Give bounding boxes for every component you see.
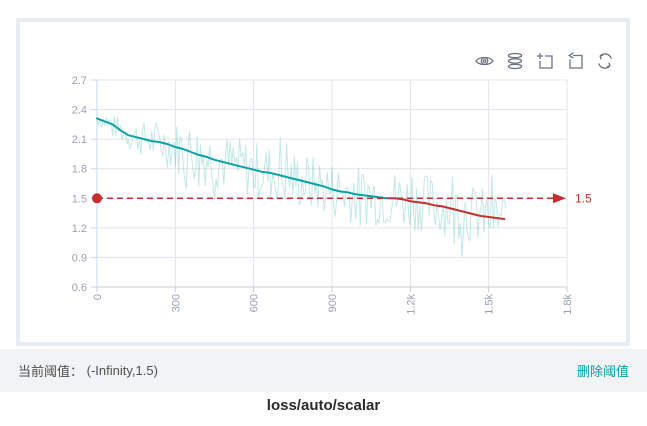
svg-text:1.5: 1.5 [72, 193, 87, 205]
grid [97, 79, 568, 287]
threshold-value: (-Infinity,1.5) [86, 363, 158, 378]
svg-text:1.8: 1.8 [72, 164, 87, 176]
axis-labels: 0.6 0.9 1.2 1.5 1.8 2.1 2.4 2.7 0 300 600 900 1.2k 1.… [72, 75, 574, 315]
svg-text:0.9: 0.9 [72, 252, 87, 264]
delete-threshold-link[interactable]: 删除阈值 [576, 364, 629, 379]
current-threshold-text: 当前阈值： (-Infinity,1.5) [18, 361, 158, 380]
smoothed-series-below-threshold [393, 197, 506, 220]
threshold-caption: 当前阈值： [18, 364, 84, 379]
svg-text:1.5k: 1.5k [484, 294, 496, 315]
stacked-view-button[interactable] [505, 51, 524, 70]
svg-text:0: 0 [92, 294, 104, 300]
raw-series [96, 115, 507, 258]
zoom-select-button[interactable] [535, 51, 554, 70]
threshold-line[interactable]: 1.5 [92, 191, 592, 205]
svg-text:900: 900 [327, 294, 339, 312]
threshold-arrow-icon [553, 193, 566, 204]
threshold-start-dot[interactable] [92, 193, 102, 204]
smoothed-series-above-threshold [96, 117, 396, 200]
refresh-button[interactable] [595, 51, 614, 70]
threshold-value-label: 1.5 [575, 191, 592, 205]
chart-title: loss/auto/scalar [266, 397, 381, 414]
threshold-footer: 当前阈值： (-Infinity,1.5) 删除阈值 [0, 349, 647, 392]
zoom-select-icon [536, 52, 553, 69]
svg-text:2.7: 2.7 [72, 75, 87, 87]
scalar-chart[interactable]: 0.6 0.9 1.2 1.5 1.8 2.1 2.4 2.7 0 300 600 900 1.2k 1.… [0, 0, 647, 346]
chart-toolbar [475, 51, 614, 70]
svg-text:1.8k: 1.8k [562, 294, 574, 315]
restore-zoom-button[interactable] [565, 51, 584, 70]
svg-text:2.1: 2.1 [72, 134, 87, 146]
visibility-toggle-button[interactable] [475, 51, 494, 70]
chart-card [16, 18, 630, 346]
svg-text:1.2k: 1.2k [405, 294, 417, 315]
restore-icon [567, 51, 583, 69]
svg-text:2.4: 2.4 [72, 105, 87, 117]
svg-text:300: 300 [170, 294, 182, 312]
svg-text:0.6: 0.6 [72, 282, 87, 294]
stack-icon [507, 52, 522, 69]
refresh-icon [597, 52, 612, 69]
svg-text:600: 600 [249, 294, 261, 312]
eye-icon [475, 56, 494, 65]
svg-text:1.2: 1.2 [72, 223, 87, 235]
axes [91, 79, 568, 292]
